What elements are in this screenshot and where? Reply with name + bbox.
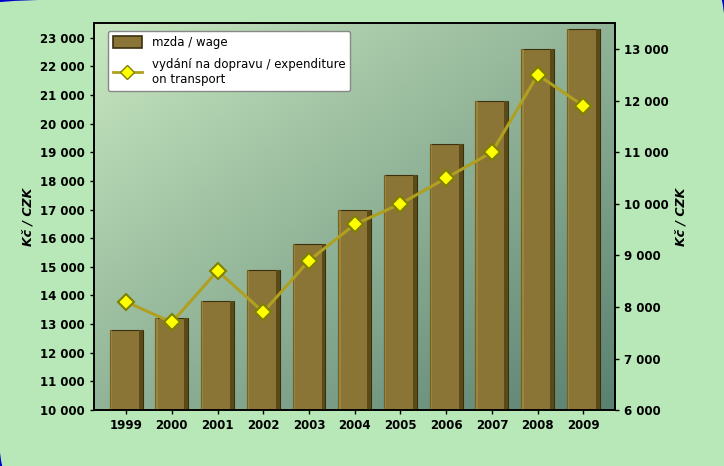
Bar <box>109 330 112 466</box>
Y-axis label: Kč / CZK: Kč / CZK <box>22 188 35 246</box>
Bar <box>292 244 295 466</box>
Bar <box>109 330 143 466</box>
Bar <box>476 101 478 466</box>
Legend: mzda / wage, vydání na dopravu / expenditure
on transport: mzda / wage, vydání na dopravu / expendi… <box>108 31 350 91</box>
Y-axis label: Kč / CZK: Kč / CZK <box>675 188 688 246</box>
Bar <box>567 29 600 466</box>
Bar <box>521 49 554 466</box>
Bar <box>338 210 341 466</box>
Bar <box>156 318 188 466</box>
Bar <box>384 175 387 466</box>
Bar <box>521 49 523 466</box>
Bar <box>459 144 463 466</box>
Bar <box>550 49 554 466</box>
Bar <box>596 29 600 466</box>
Bar <box>476 101 508 466</box>
Bar <box>201 301 203 466</box>
Bar <box>430 144 432 466</box>
Bar <box>321 244 326 466</box>
Bar <box>367 210 371 466</box>
Bar <box>505 101 508 466</box>
Bar <box>230 301 234 466</box>
Bar <box>247 270 279 466</box>
Bar <box>413 175 417 466</box>
Bar <box>276 270 279 466</box>
Bar <box>247 270 249 466</box>
Bar <box>156 318 158 466</box>
Bar <box>567 29 569 466</box>
Bar <box>430 144 463 466</box>
Bar <box>201 301 234 466</box>
Bar <box>185 318 188 466</box>
Bar <box>338 210 371 466</box>
Bar <box>292 244 326 466</box>
Bar <box>138 330 143 466</box>
Bar <box>384 175 417 466</box>
